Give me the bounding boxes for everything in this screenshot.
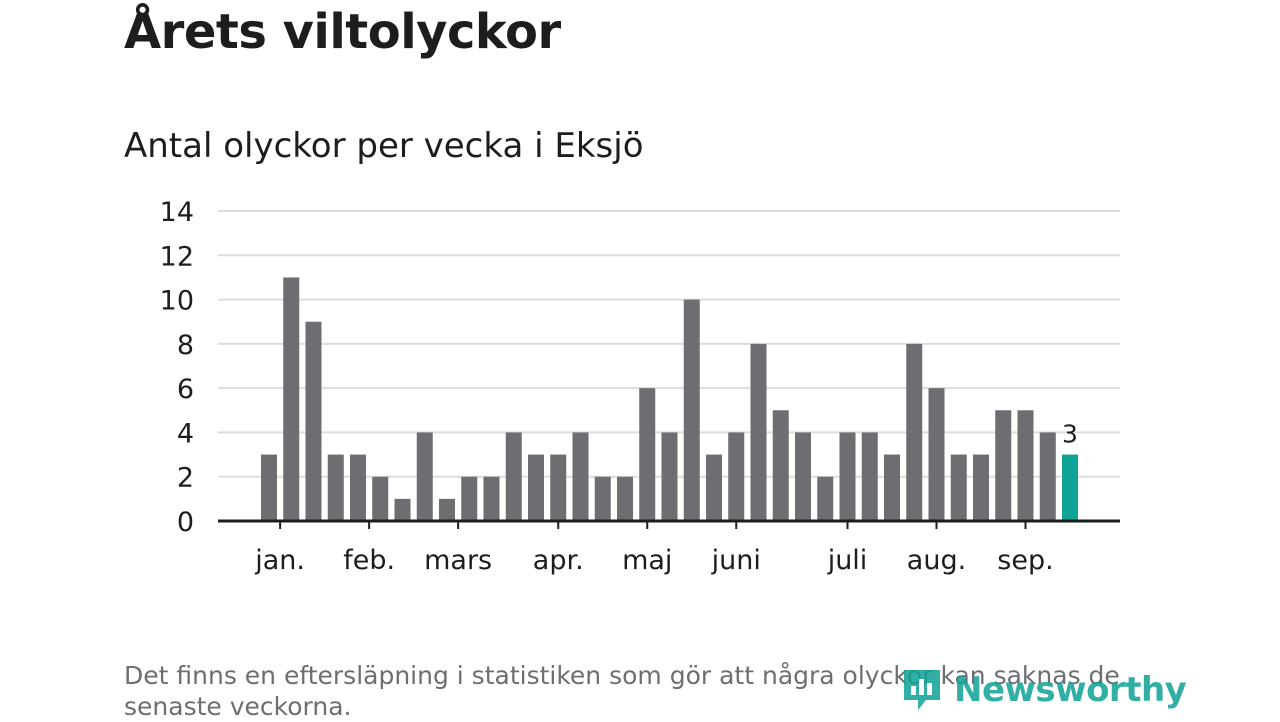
bar <box>350 454 366 521</box>
chart-subtitle: Antal olyckor per vecka i Eksjö <box>124 126 644 166</box>
bar <box>973 454 989 521</box>
x-tick-label: feb. <box>343 545 395 576</box>
bar <box>416 432 433 521</box>
y-tick-label: 4 <box>177 418 194 449</box>
bar <box>394 498 411 521</box>
bar <box>661 432 678 521</box>
bar <box>1017 410 1034 521</box>
y-tick-label: 2 <box>177 463 194 494</box>
bar <box>505 432 522 521</box>
x-tick-label: juni <box>711 545 761 576</box>
chart-title: Årets viltolyckor <box>124 4 561 60</box>
x-tick-label: jan. <box>254 545 305 576</box>
x-tick-label: apr. <box>533 545 584 576</box>
bar <box>639 388 656 521</box>
y-tick-label: 14 <box>160 197 194 228</box>
x-tick-label: maj <box>622 545 672 576</box>
bar <box>772 410 789 521</box>
x-tick-label: sep. <box>997 545 1053 576</box>
x-tick-label: juli <box>827 545 868 576</box>
bar <box>928 388 945 521</box>
newsworthy-logo-icon <box>904 670 940 710</box>
bar-chart: 0 2 4 6 8 10 12 14 3 jan. feb. mars apr. maj juni juli a… <box>160 197 1120 576</box>
bar <box>572 432 589 521</box>
bar <box>884 454 900 521</box>
bar <box>327 454 344 521</box>
bar <box>839 432 856 521</box>
newsworthy-logo: Newsworthy <box>900 666 1187 714</box>
bar <box>861 432 878 521</box>
bar <box>817 476 834 521</box>
bar <box>728 432 745 521</box>
bar <box>550 454 567 521</box>
y-tick-label: 10 <box>160 286 194 317</box>
y-tick-label: 12 <box>160 241 194 272</box>
bar <box>594 476 611 521</box>
bar <box>795 432 811 521</box>
bar-highlight <box>1062 454 1078 521</box>
bar <box>483 476 500 521</box>
bar <box>283 277 300 521</box>
bar <box>995 410 1012 521</box>
bar <box>750 343 767 521</box>
bar <box>706 454 722 521</box>
bar <box>950 454 967 521</box>
y-tick-label: 6 <box>177 374 194 405</box>
bar <box>528 454 544 521</box>
bar <box>305 321 322 521</box>
bar <box>261 454 277 521</box>
bar <box>906 343 923 521</box>
bar <box>439 498 455 521</box>
y-tick-label: 0 <box>177 507 194 538</box>
bar <box>1039 432 1056 521</box>
data-label: 3 <box>1062 420 1078 449</box>
logo-text: Newsworthy <box>954 670 1187 710</box>
bar <box>461 476 478 521</box>
bar <box>617 476 633 521</box>
x-tick-label: aug. <box>907 545 966 576</box>
x-tick-label: mars <box>424 545 492 576</box>
y-tick-label: 8 <box>177 330 194 361</box>
bar <box>683 299 700 521</box>
footnote: Det finns en eftersläpning i statistiken… <box>124 661 1120 721</box>
bar <box>372 476 389 521</box>
